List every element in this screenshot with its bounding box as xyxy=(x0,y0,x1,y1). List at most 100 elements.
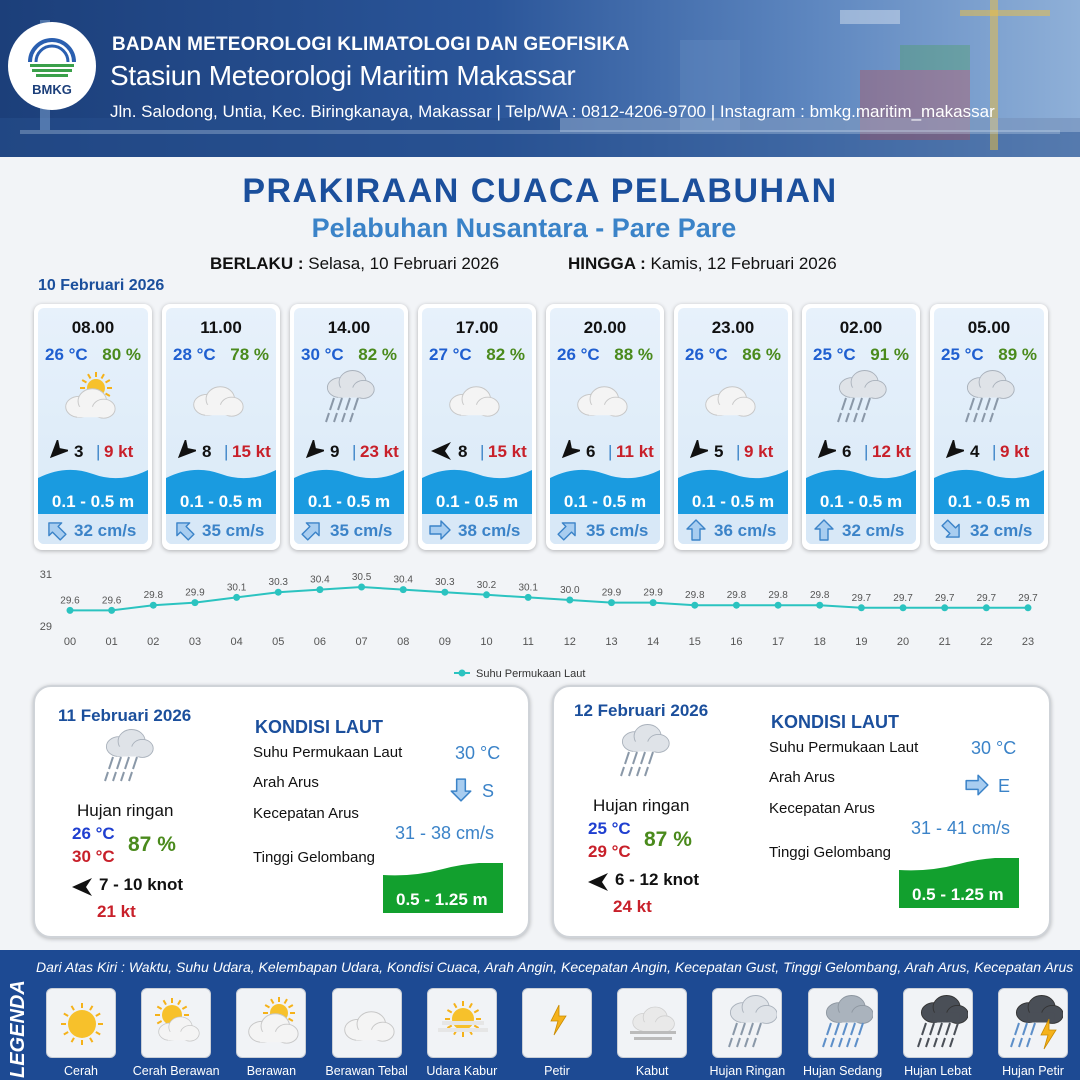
wind-speed: 5 xyxy=(714,442,724,461)
forecast-card: 14.00 30 °C 82 % 9 | 23 kt 0.1 - 0.5 m 3… xyxy=(290,304,408,550)
max-temperature: 29 °C xyxy=(588,842,631,861)
valid-to-value: Kamis, 12 Februari 2026 xyxy=(650,254,837,273)
x-tick-label: 09 xyxy=(439,636,451,648)
wind-row: 6 | 11 kt xyxy=(554,437,660,464)
wave-graphic xyxy=(294,469,404,514)
sst-point xyxy=(191,599,199,607)
sst-point xyxy=(982,604,990,612)
forecast-card: 02.00 25 °C 91 % 6 | 12 kt 0.1 - 0.5 m 3… xyxy=(802,304,920,550)
current-direction-icon xyxy=(814,519,834,541)
station-address: Jln. Salodong, Untia, Kec. Biringkanaya,… xyxy=(110,102,995,121)
wave-graphic xyxy=(899,858,1019,908)
current-row: 36 cm/s xyxy=(678,514,788,544)
wave-graphic xyxy=(934,469,1044,514)
legend-label: Berawan xyxy=(246,1064,297,1078)
air-temperature: 27 °C xyxy=(429,345,472,364)
humidity: 91 % xyxy=(870,345,909,364)
sst-data-label: 29.6 xyxy=(102,595,122,606)
day-date: 11 Februari 2026 xyxy=(58,706,192,725)
wind-speed: 9 xyxy=(330,442,340,461)
x-tick-label: 12 xyxy=(564,636,576,648)
humidity: 89 % xyxy=(998,345,1037,364)
sst-point xyxy=(857,604,865,612)
sst-data-label: 29.8 xyxy=(810,590,830,601)
humidity: 87 % xyxy=(128,833,176,856)
wind-direction-icon xyxy=(72,878,92,896)
weather-condition: Hujan ringan xyxy=(77,801,174,820)
current-direction-label: Arah Arus xyxy=(253,774,319,791)
current-direction-icon xyxy=(686,519,706,541)
legend-label: Hujan Petir xyxy=(1002,1064,1064,1078)
wind-direction-icon xyxy=(689,437,711,459)
sst-data-label: 29.7 xyxy=(935,593,955,604)
wind-direction-icon xyxy=(431,442,451,460)
wave-height-value: 0.5 - 1.25 m xyxy=(396,890,488,909)
air-temperature: 26 °C xyxy=(45,345,88,364)
air-temperature: 26 °C xyxy=(685,345,728,364)
wind-speed: 6 xyxy=(842,442,852,461)
sst-label: Suhu Permukaan Laut xyxy=(769,739,919,756)
legend-icon-box xyxy=(998,988,1068,1058)
forecast-card: 08.00 26 °C 80 % 3 | 9 kt 0.1 - 0.5 m 32… xyxy=(34,304,152,550)
legend-title: LEGENDA xyxy=(7,980,29,1078)
gust-speed: 9 kt xyxy=(744,442,774,461)
forecast-card-body: 11.00 28 °C 78 % 8 | 15 kt 0.1 - 0.5 m 3… xyxy=(166,308,276,544)
sst-data-label: 29.8 xyxy=(144,590,164,601)
sst-point xyxy=(399,586,407,594)
wave-height: 0.1 - 0.5 m xyxy=(563,492,647,511)
current-row: 32 cm/s xyxy=(934,514,1044,544)
sea-conditions-heading: KONDISI LAUT xyxy=(255,717,383,737)
light-rain-icon xyxy=(965,370,1015,423)
legend-item: Hujan Ringan xyxy=(710,988,785,1078)
sst-data-label: 29.8 xyxy=(768,590,788,601)
sst-data-label: 30.4 xyxy=(310,575,330,586)
forecast-card-body: 23.00 26 °C 86 % 5 | 9 kt 0.1 - 0.5 m 36… xyxy=(678,308,788,544)
sst-point xyxy=(732,601,740,609)
wind-speed: 8 xyxy=(202,442,212,461)
separator: | xyxy=(736,442,741,461)
max-temperature: 30 °C xyxy=(72,847,115,866)
legend-icon-box xyxy=(522,988,592,1058)
humidity: 88 % xyxy=(614,345,653,364)
current-speed: 35 cm/s xyxy=(330,521,393,540)
day-panel: 12 Februari 2026 Hujan ringan 25 °C 29 °… xyxy=(552,685,1051,938)
valid-from: BERLAKU : Selasa, 10 Februari 2026 xyxy=(210,254,499,274)
port-name: Pelabuhan Nusantara - Pare Pare xyxy=(311,213,737,243)
current-speed: 36 cm/s xyxy=(714,521,777,540)
min-temperature: 26 °C xyxy=(72,824,115,843)
legend-item: Cerah Berawan xyxy=(133,988,220,1078)
wind-speed: 3 xyxy=(74,442,84,461)
forecast-card: 11.00 28 °C 78 % 8 | 15 kt 0.1 - 0.5 m 3… xyxy=(162,304,280,550)
forecast-card: 05.00 25 °C 89 % 4 | 9 kt 0.1 - 0.5 m 32… xyxy=(930,304,1048,550)
today-date: 10 Februari 2026 xyxy=(38,277,165,294)
logo-text: BMKG xyxy=(32,81,72,97)
sst-data-label: 29.9 xyxy=(643,588,663,599)
current-speed: 38 cm/s xyxy=(458,521,521,540)
forecast-card-body: 17.00 27 °C 82 % 8 | 15 kt 0.1 - 0.5 m 3… xyxy=(422,308,532,544)
agency-name: BADAN METEOROLOGI KLIMATOLOGI DAN GEOFIS… xyxy=(112,34,630,55)
sst-point xyxy=(149,601,157,609)
sst-point xyxy=(524,593,532,601)
current-direction-icon xyxy=(301,522,320,541)
legend-icon-box xyxy=(617,988,688,1058)
separator: | xyxy=(96,442,101,461)
wave-height: 0.1 - 0.5 m xyxy=(947,492,1031,511)
gust-speed: 23 kt xyxy=(360,442,399,461)
current-direction-icon xyxy=(48,522,67,541)
sst-data-label: 30.5 xyxy=(352,572,372,583)
day-date: 12 Februari 2026 xyxy=(574,701,709,720)
current-speed-value: 31 - 41 cm/s xyxy=(911,818,1011,838)
separator: | xyxy=(480,442,485,461)
gust-speed: 12 kt xyxy=(872,442,911,461)
forecast-card-body: 20.00 26 °C 88 % 6 | 11 kt 0.1 - 0.5 m 3… xyxy=(550,308,660,544)
legend-item: Hujan Lebat xyxy=(902,988,973,1078)
air-temperature: 30 °C xyxy=(301,345,344,364)
valid-from-label: BERLAKU : xyxy=(210,254,304,273)
wave-graphic xyxy=(806,469,916,514)
legend-label: Hujan Lebat xyxy=(904,1064,972,1078)
legend-icon-box xyxy=(236,988,307,1058)
wave-graphic xyxy=(550,469,660,514)
legend-label: Kabut xyxy=(635,1064,669,1078)
sst-point xyxy=(316,586,324,594)
humidity: 87 % xyxy=(644,828,692,851)
